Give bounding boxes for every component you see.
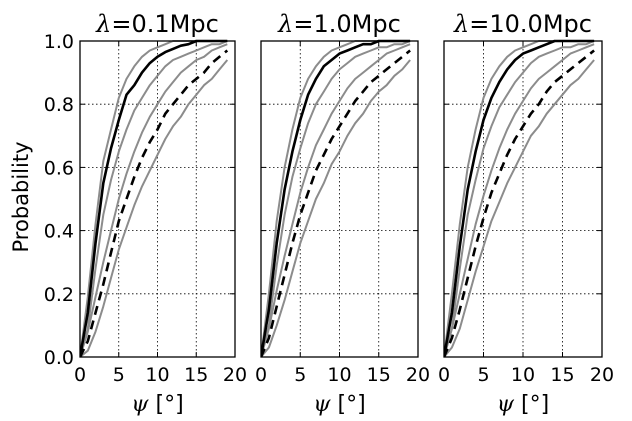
series-solid-lower bbox=[80, 40, 228, 358]
x-tick-label: 5 bbox=[294, 364, 306, 386]
panel-title: λ=0.1Mpc bbox=[95, 10, 219, 38]
x-tick-label: 20 bbox=[590, 364, 614, 386]
series-dashed-upper bbox=[444, 43, 595, 358]
x-tick-label: 0 bbox=[74, 364, 86, 386]
x-label-unit: [°] bbox=[514, 392, 549, 417]
series-dashed bbox=[444, 49, 595, 358]
series-dashed-lower bbox=[444, 59, 595, 358]
title-value: =1.0Mpc bbox=[293, 10, 400, 38]
panel-title: λ=1.0Mpc bbox=[277, 10, 401, 38]
series-solid-lower bbox=[261, 40, 411, 358]
panel-1: 0 5 10 15 20 0.0 0.2 0.4 0.6 0.8 1.0 λ=0.1Mpc ψ [°] bbox=[44, 10, 247, 417]
series-dashed bbox=[261, 49, 411, 358]
x-tick-label: 10 bbox=[511, 364, 535, 386]
x-tick-label: 10 bbox=[327, 364, 351, 386]
x-tick-label: 10 bbox=[145, 364, 169, 386]
y-axis-label: Probability bbox=[9, 141, 33, 252]
series-solid bbox=[444, 39, 595, 358]
series-dashed-upper bbox=[80, 43, 228, 358]
panel-2: 0 5 10 15 20 λ=1.0Mpc ψ [°] bbox=[255, 10, 430, 417]
title-lambda: λ bbox=[453, 10, 469, 38]
x-tick-label: 0 bbox=[438, 364, 450, 386]
title-lambda: λ bbox=[277, 10, 293, 38]
title-value: =10.0Mpc bbox=[469, 10, 592, 38]
x-label-unit: [°] bbox=[149, 392, 184, 417]
x-tick-label: 0 bbox=[255, 364, 267, 386]
y-tick-label: 0.6 bbox=[44, 157, 74, 179]
x-tick-label: 5 bbox=[477, 364, 489, 386]
x-label-symbol: ψ bbox=[131, 392, 149, 417]
series-dashed bbox=[80, 49, 229, 358]
y-tick-label: 0.2 bbox=[44, 284, 74, 306]
y-tick-label: 0.8 bbox=[44, 94, 74, 116]
x-label-symbol: ψ bbox=[313, 392, 331, 417]
series-solid bbox=[261, 39, 411, 358]
series-solid-lower bbox=[444, 40, 595, 358]
x-label-unit: [°] bbox=[331, 392, 366, 417]
x-tick-label: 15 bbox=[184, 364, 208, 386]
series-dashed-lower bbox=[261, 59, 411, 358]
title-value: =0.1Mpc bbox=[111, 10, 218, 38]
series-dashed-lower bbox=[80, 59, 229, 358]
series-dashed-upper bbox=[261, 43, 411, 358]
x-tick-label: 15 bbox=[550, 364, 574, 386]
x-tick-label: 15 bbox=[367, 364, 391, 386]
x-axis-label: ψ [°] bbox=[497, 392, 549, 417]
x-tick-label: 20 bbox=[406, 364, 430, 386]
panel-3: 0 5 10 15 20 λ=10.0Mpc ψ [°] bbox=[438, 10, 614, 417]
panel-title: λ=10.0Mpc bbox=[453, 10, 592, 38]
x-axis-label: ψ [°] bbox=[131, 392, 183, 417]
x-tick-label: 5 bbox=[113, 364, 125, 386]
y-tick-label: 0.4 bbox=[44, 221, 74, 243]
y-tick-label: 1.0 bbox=[44, 31, 74, 53]
x-label-symbol: ψ bbox=[497, 392, 515, 417]
y-tick-label: 0.0 bbox=[44, 347, 74, 369]
x-tick-label: 20 bbox=[223, 364, 247, 386]
x-axis-label: ψ [°] bbox=[313, 392, 365, 417]
title-lambda: λ bbox=[95, 10, 111, 38]
